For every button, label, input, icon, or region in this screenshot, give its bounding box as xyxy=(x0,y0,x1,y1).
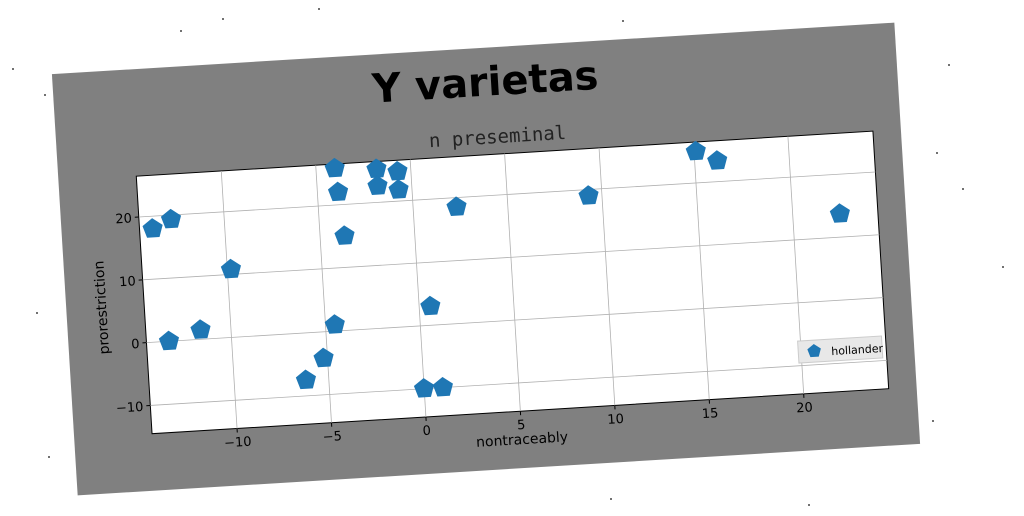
y-tick-label: −10 xyxy=(116,400,144,417)
x-tick-label: 15 xyxy=(701,406,718,422)
scan-speck xyxy=(222,18,224,20)
scan-speck xyxy=(948,64,950,66)
x-tick-label: 20 xyxy=(796,400,813,416)
scan-speck xyxy=(48,456,50,458)
x-tick-label: −10 xyxy=(224,435,252,452)
scan-speck xyxy=(936,152,938,154)
scan-speck xyxy=(36,312,38,314)
scan-speck xyxy=(318,8,320,10)
y-tick-label: 10 xyxy=(119,274,136,290)
scan-speck xyxy=(180,30,182,32)
scan-speck xyxy=(610,498,612,500)
scan-speck xyxy=(622,20,624,22)
legend: hollander xyxy=(798,336,884,363)
x-tick-label: 0 xyxy=(422,424,431,439)
x-tick-label: 10 xyxy=(607,412,624,428)
scan-speck xyxy=(44,94,46,96)
y-tick-label: 20 xyxy=(115,211,132,227)
scan-speck xyxy=(808,504,810,506)
scan-speck xyxy=(12,68,14,70)
y-tick-label: 0 xyxy=(131,337,140,352)
scan-speck xyxy=(962,188,964,190)
scan-speck xyxy=(1002,266,1004,268)
x-tick-label: −5 xyxy=(322,429,342,445)
scan-speck xyxy=(932,420,934,422)
